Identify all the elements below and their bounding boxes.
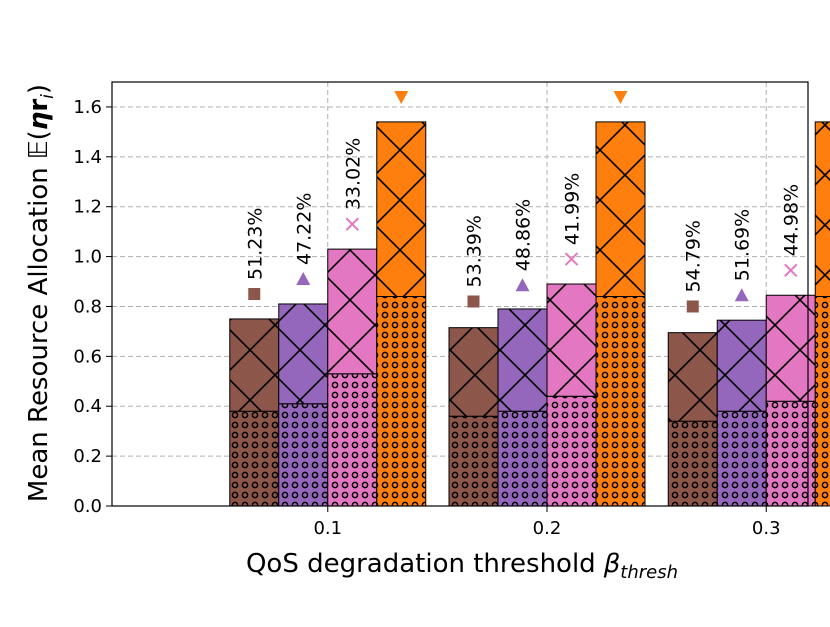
x-axis-ticks: 0.1 0.2 0.3 <box>313 506 781 539</box>
y-axis-title-r: r <box>24 99 54 112</box>
bar-lower-hatch <box>327 373 378 507</box>
triangle-up-marker <box>734 288 749 302</box>
bar-upper-hatch <box>595 121 646 297</box>
bars <box>229 121 830 507</box>
y-tick-label: 0.2 <box>73 446 102 467</box>
y-tick-label: 0.0 <box>73 496 102 517</box>
percentage-label: 48.86% <box>513 199 535 271</box>
percentage-label: 47.22% <box>293 193 315 265</box>
x-axis-title-symbol: β <box>603 549 621 579</box>
bar-upper-hatch <box>814 121 830 297</box>
bar-upper-hatch <box>448 327 499 417</box>
triangle-down-marker <box>394 90 409 104</box>
x-axis-title: QoS degradation threshold βthresh <box>246 549 678 583</box>
x-axis-title-text: QoS degradation threshold <box>246 549 596 579</box>
square-marker <box>248 288 261 300</box>
y-axis-title-expectation: 𝔼 <box>24 140 54 159</box>
percentage-label: 41.99% <box>562 173 584 245</box>
x-tick-label: 0.1 <box>313 518 342 539</box>
percentage-label: 54.79% <box>683 220 705 292</box>
y-axis-title: Mean Resource Allocation 𝔼(ηri) <box>24 84 58 502</box>
x-marker <box>784 263 798 278</box>
x-marker <box>564 252 579 266</box>
y-tick-label: 1.4 <box>73 147 102 168</box>
bar-upper-hatch <box>497 308 548 412</box>
y-axis-title-eta: η <box>24 112 54 131</box>
bar-lower-hatch <box>765 400 816 507</box>
bar-lower-hatch <box>497 410 548 507</box>
bar-lower-hatch <box>595 295 646 507</box>
plot-frame <box>111 81 809 507</box>
x-tick-label: 0.2 <box>533 518 562 539</box>
bar-upper-hatch <box>278 303 329 405</box>
bar-lower-hatch <box>376 295 427 507</box>
bar-lower-hatch <box>278 403 329 507</box>
x-tick-label: 0.3 <box>752 518 781 539</box>
y-tick-label: 1.2 <box>73 197 102 218</box>
y-axis-title-text: Mean Resource Allocation <box>24 167 54 502</box>
percentage-label: 51.69% <box>732 209 754 281</box>
y-tick-label: 1.6 <box>73 97 102 118</box>
bar-upper-hatch <box>667 332 718 422</box>
bar-upper-hatch <box>229 318 280 412</box>
bar-lower-hatch <box>667 420 718 507</box>
y-tick-label: 1.0 <box>73 247 102 268</box>
square-marker <box>467 295 480 308</box>
x-axis-title-subscript: thresh <box>620 562 678 583</box>
percentage-label: 33.02% <box>342 138 364 210</box>
y-axis-ticks: 0.0 0.2 0.4 0.6 0.8 1.0 1.2 1.4 1.6 <box>73 97 112 517</box>
triangle-up-marker <box>515 278 530 292</box>
triangle-down-marker <box>613 90 628 104</box>
percentage-label: 51.23% <box>244 208 266 280</box>
bar-upper-hatch <box>327 248 378 375</box>
percentage-labels: 51.23% 47.22% 33.02% 53.39% 48.86% 41.99% 54.7… <box>244 138 802 293</box>
bar-lower-hatch <box>546 395 597 507</box>
percentage-label: 44.98% <box>781 184 803 256</box>
x-marker <box>345 217 359 231</box>
percentage-label: 53.39% <box>464 215 486 287</box>
bar-upper-hatch <box>546 283 597 397</box>
y-axis-title-close-paren: ) <box>24 84 54 94</box>
triangle-up-marker <box>296 272 311 286</box>
square-marker <box>686 300 699 313</box>
markers <box>248 90 798 313</box>
bar-lower-hatch <box>448 415 499 507</box>
y-tick-label: 0.4 <box>73 396 102 417</box>
y-tick-label: 0.8 <box>73 296 102 317</box>
y-axis-title-subscript: i <box>38 94 58 99</box>
bar-lower-hatch <box>229 410 280 507</box>
bar-lower-hatch <box>814 295 830 507</box>
y-axis-title-open-paren: ( <box>24 130 54 140</box>
bar-upper-hatch <box>376 121 427 297</box>
y-tick-label: 0.6 <box>73 346 102 367</box>
bar-upper-hatch <box>716 319 767 412</box>
bar-upper-hatch <box>765 294 816 402</box>
bar-lower-hatch <box>716 410 767 507</box>
